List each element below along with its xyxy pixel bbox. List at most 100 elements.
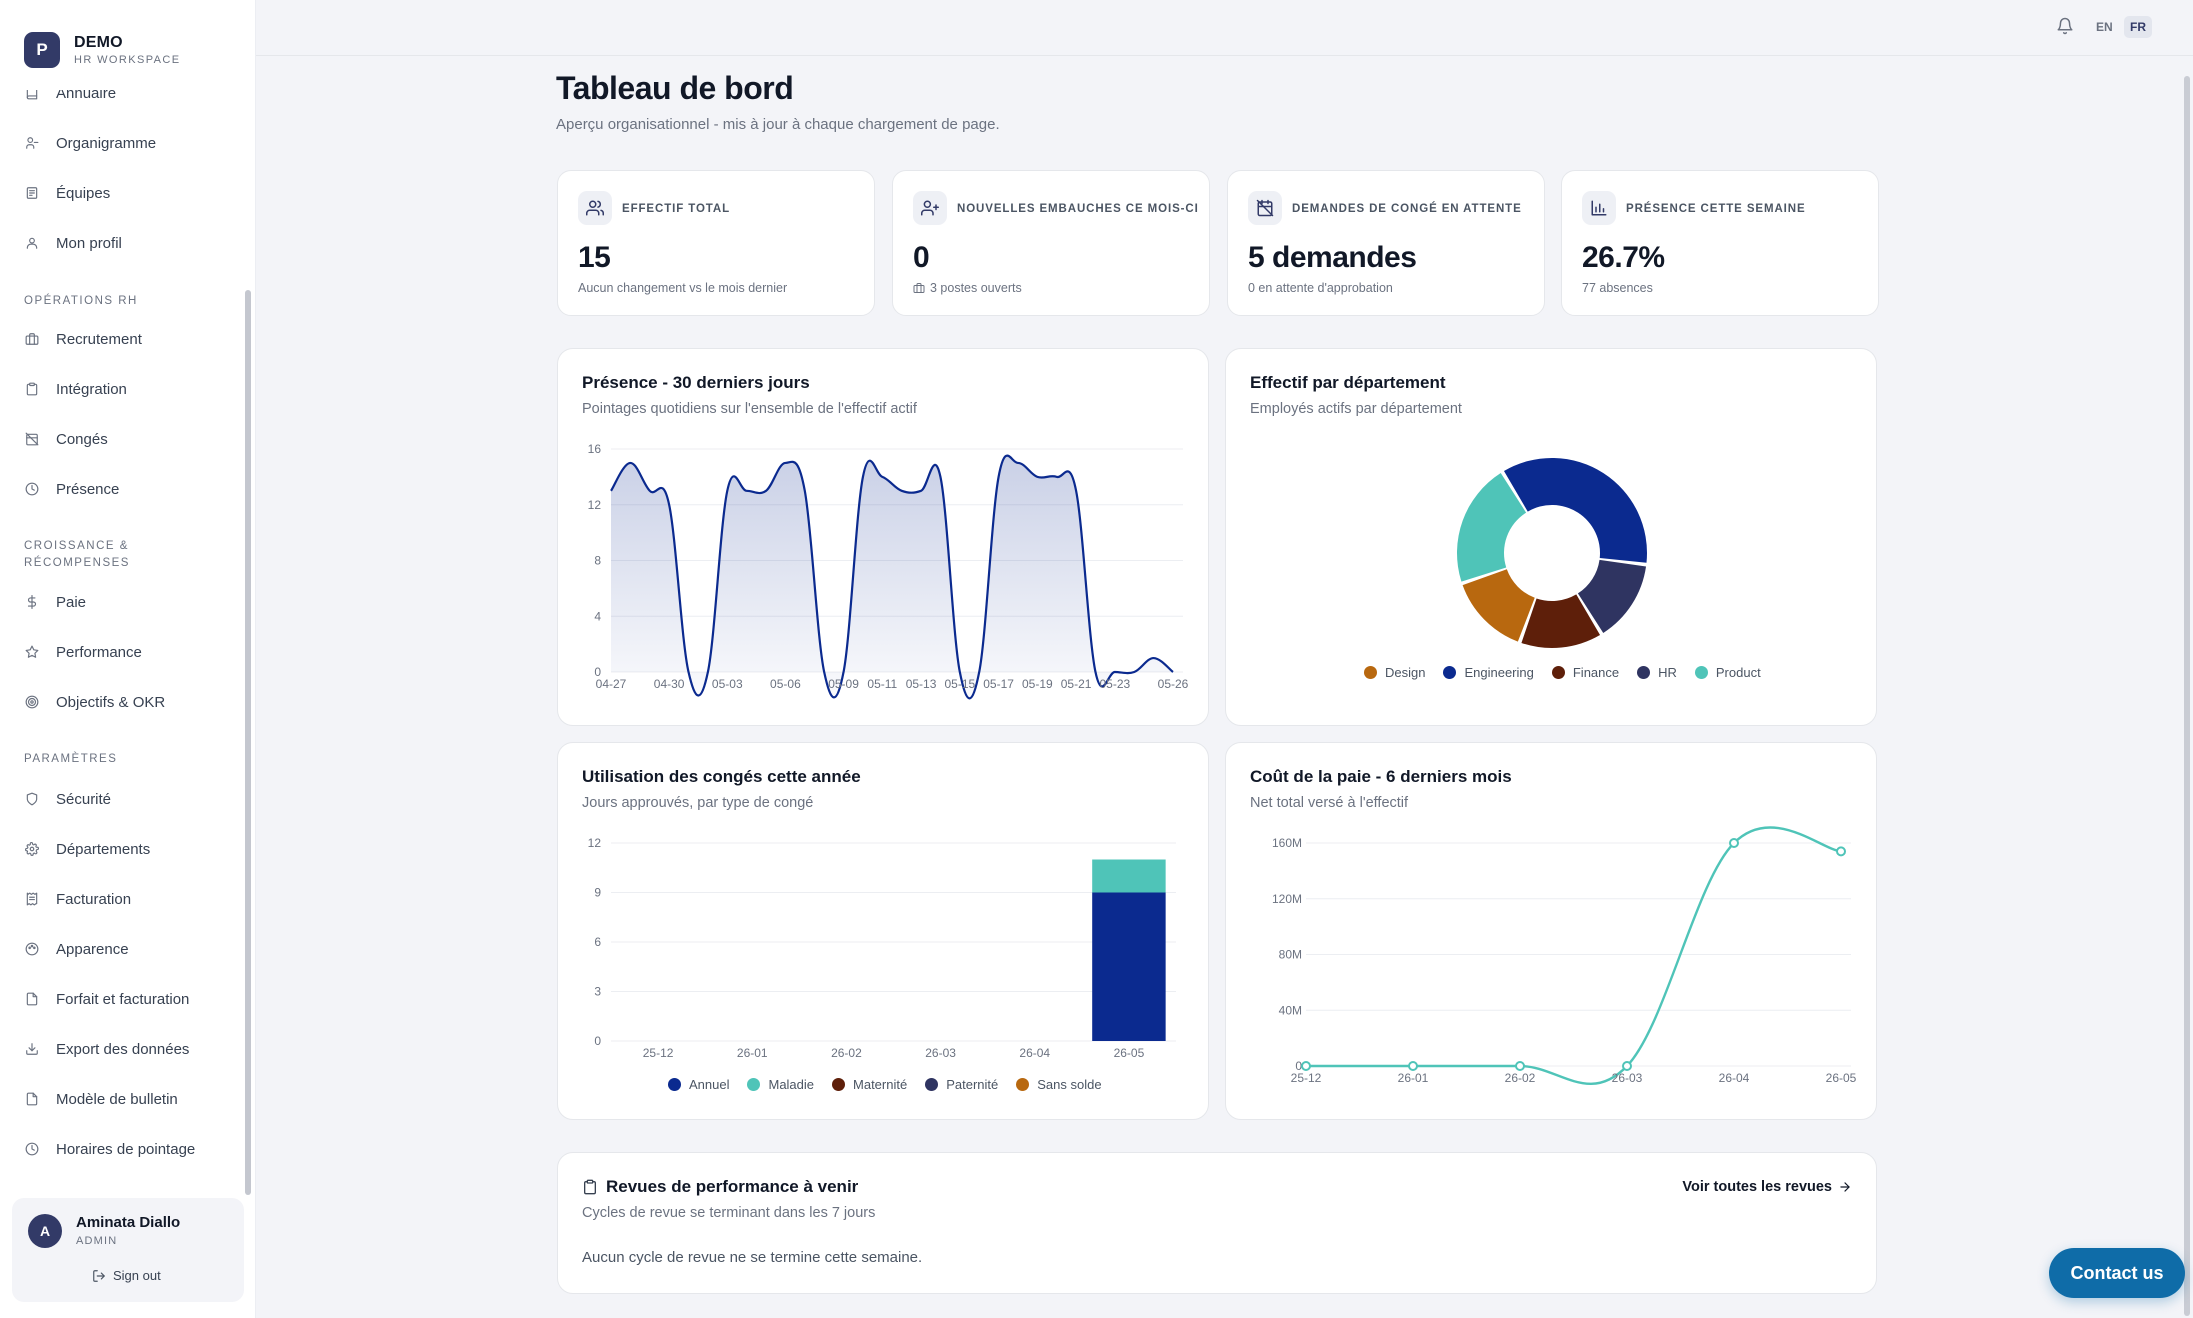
sidebar-item-objectifs-okr[interactable]: Objectifs & OKR xyxy=(24,687,165,717)
brand-logo: P xyxy=(24,32,60,68)
stat-label: PRÉSENCE CETTE SEMAINE xyxy=(1626,203,1806,215)
sidebar-item-label: Organigramme xyxy=(56,134,157,152)
payroll-point-26-04[interactable] xyxy=(1729,838,1739,848)
legend-item-annuel[interactable]: Annuel xyxy=(668,1077,729,1092)
target-icon xyxy=(24,694,40,710)
brand[interactable]: P DEMO HR WORKSPACE xyxy=(24,28,180,72)
payroll-point-26-05[interactable] xyxy=(1836,846,1846,857)
legend-label: Product xyxy=(1715,665,1761,680)
sidebar-item-label: Équipes xyxy=(56,184,111,202)
sidebar-item-horaires-de-pointage[interactable]: Horaires de pointage xyxy=(24,1134,195,1164)
sidebar-item-export-des-donnees[interactable]: Export des données xyxy=(24,1034,189,1064)
legend-item-maladie[interactable]: Maladie xyxy=(747,1077,814,1092)
legend-item-engineering[interactable]: Engineering xyxy=(1443,665,1534,680)
legend-item-finance[interactable]: Finance xyxy=(1551,665,1620,680)
legend-item-maternite[interactable]: Maternité xyxy=(832,1077,907,1092)
sidebar-item-securite[interactable]: Sécurité xyxy=(24,784,111,814)
x-tick-label: 25-12 xyxy=(1291,1071,1322,1085)
bar-maladie-26-05[interactable] xyxy=(1092,859,1166,893)
donut-slice-hr[interactable] xyxy=(1577,559,1647,633)
payroll-point-26-03[interactable] xyxy=(1622,1061,1632,1071)
sidebar-item-equipes[interactable]: Équipes xyxy=(24,178,110,208)
sidebar-item-organigramme[interactable]: Organigramme xyxy=(24,128,156,158)
y-tick-label: 3 xyxy=(594,985,601,999)
y-tick-label: 160M xyxy=(1272,836,1302,850)
contact-us-button[interactable]: Contact us xyxy=(2049,1248,2185,1298)
sidebar-item-facturation[interactable]: Facturation xyxy=(24,884,131,914)
department-legend: Design Engineering Finance HR Product xyxy=(1364,665,1761,680)
legend-item-hr[interactable]: HR xyxy=(1637,665,1677,680)
donut-slice-engineering[interactable] xyxy=(1503,458,1647,563)
sidebar-item-apparence[interactable]: Apparence xyxy=(24,934,129,964)
sidebar-item-forfait-et-facturation[interactable]: Forfait et facturation xyxy=(24,984,189,1014)
avatar[interactable]: A xyxy=(28,1214,62,1248)
org-chart-icon xyxy=(24,135,40,151)
sidebar-item-modele-de-bulletin[interactable]: Modèle de bulletin xyxy=(24,1084,178,1114)
users-icon xyxy=(578,191,612,225)
sidebar-item-label: Forfait et facturation xyxy=(56,990,190,1008)
sign-out-button[interactable]: Sign out xyxy=(92,1268,161,1283)
legend-label: Maladie xyxy=(768,1077,815,1092)
sidebar-item-paie[interactable]: Paie xyxy=(24,587,86,617)
sidebar-item-integration[interactable]: Intégration xyxy=(24,374,127,404)
bar-chart-icon xyxy=(1582,191,1616,225)
language-en-button[interactable]: EN xyxy=(2096,20,2113,34)
page-scrollbar[interactable] xyxy=(2184,76,2190,1316)
bar-annuel-26-05[interactable] xyxy=(1092,892,1166,1042)
calendar-off-icon xyxy=(24,431,40,447)
legend-swatch xyxy=(1016,1078,1030,1091)
x-tick-label: 05-23 xyxy=(1100,677,1131,691)
legend-swatch xyxy=(925,1078,939,1091)
view-all-reviews-link[interactable]: Voir toutes les revues xyxy=(1682,1179,1852,1195)
language-fr-button[interactable]: FR xyxy=(2124,16,2152,38)
bell-icon[interactable] xyxy=(2056,17,2074,35)
payroll-point-26-01[interactable] xyxy=(1408,1061,1418,1071)
sidebar-item-annuaire[interactable]: Annuaire xyxy=(24,90,116,108)
legend-item-product[interactable]: Product xyxy=(1694,665,1761,680)
sign-out-label: Sign out xyxy=(113,1268,161,1283)
legend-label: Finance xyxy=(1572,665,1620,680)
attendance-chart-panel: Présence - 30 derniers jours Pointages q… xyxy=(557,348,1209,726)
receipt-icon xyxy=(24,891,40,907)
reviews-empty-message: Aucun cycle de revue ne se termine cette… xyxy=(582,1249,923,1266)
y-tick-label: 12 xyxy=(588,498,602,512)
legend-item-paternite[interactable]: Paternité xyxy=(925,1077,998,1092)
stat-note-text: 77 absences xyxy=(1582,281,1653,295)
sidebar-item-conges[interactable]: Congés xyxy=(24,424,108,454)
x-tick-label: 05-17 xyxy=(983,677,1014,691)
leave-bar-chart: 0 3 6 9 12 25-12 26-01 26-02 26-03 26-04 26-05 xyxy=(588,836,1176,1060)
sidebar-item-recrutement[interactable]: Recrutement xyxy=(24,324,142,354)
sidebar-item-mon-profil[interactable]: Mon profil xyxy=(24,228,122,258)
x-tick-label: 05-26 xyxy=(1158,677,1189,691)
x-tick-label: 05-21 xyxy=(1061,677,1092,691)
sidebar-item-presence[interactable]: Présence xyxy=(24,474,119,504)
attendance-chart: 0 4 8 12 16 04-27 04-30 05-03 05-06 05-09 05-11 05-… xyxy=(588,442,1189,700)
payroll-point-26-02[interactable] xyxy=(1515,1061,1525,1071)
stat-card-attendance-week: PRÉSENCE CETTE SEMAINE 26.7% 77 absences xyxy=(1561,170,1879,316)
sidebar-item-departements[interactable]: Départements xyxy=(24,834,150,864)
sidebar-scrollbar[interactable] xyxy=(245,290,251,1195)
donut-slice-product[interactable] xyxy=(1457,473,1527,582)
legend-item-design[interactable]: Design xyxy=(1364,665,1425,680)
brand-name: DEMO xyxy=(74,34,123,51)
reviews-title-text: Revues de performance à venir xyxy=(606,1177,859,1196)
y-tick-label: 12 xyxy=(588,836,602,850)
legend-item-sans-solde[interactable]: Sans solde xyxy=(1016,1077,1102,1092)
payroll-point-25-12[interactable] xyxy=(1301,1061,1311,1071)
legend-swatch xyxy=(1551,666,1565,679)
x-tick-label: 26-02 xyxy=(831,1046,862,1060)
clock-icon xyxy=(24,481,40,497)
sidebar-item-label: Recrutement xyxy=(56,330,142,348)
calendar-off-icon xyxy=(1248,191,1282,225)
sidebar-item-performance[interactable]: Performance xyxy=(24,637,142,667)
legend-label: Paternité xyxy=(946,1077,999,1092)
sidebar-section-label: CROISSANCE & RÉCOMPENSES xyxy=(24,540,130,569)
legend-label: Annuel xyxy=(689,1077,730,1092)
donut-slice-design[interactable] xyxy=(1462,569,1535,642)
arrow-right-icon xyxy=(1840,1182,1850,1192)
sidebar-item-label: Modèle de bulletin xyxy=(56,1090,178,1108)
donut-slice-finance[interactable] xyxy=(1521,594,1601,648)
x-tick-label: 04-30 xyxy=(654,677,685,691)
y-tick-label: 0 xyxy=(594,1034,601,1048)
y-tick-label: 0 xyxy=(594,665,601,679)
